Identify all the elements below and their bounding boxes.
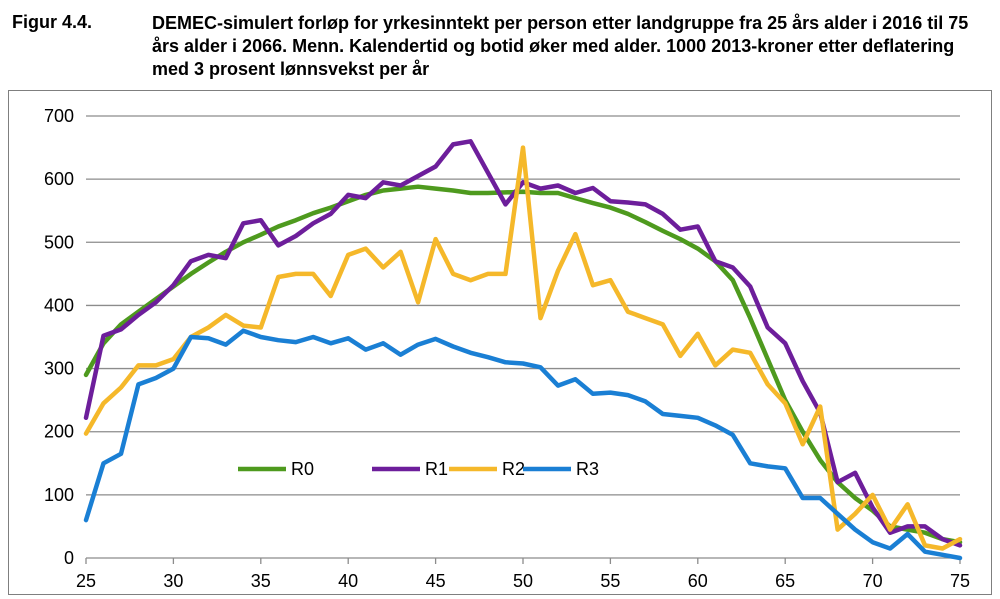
- x-tick-label-55: 55: [600, 571, 620, 591]
- x-tick-label-50: 50: [513, 571, 533, 591]
- chart-frame: 0 100 200 300 400 500 600 700 25 30 35 40 45 50 55 60 65…: [8, 90, 992, 595]
- x-tick-label-40: 40: [338, 571, 358, 591]
- y-tick-label-100: 100: [44, 485, 74, 505]
- legend-label-r2: R2: [502, 459, 525, 479]
- y-tick-label-400: 400: [44, 295, 74, 315]
- y-tick-label-300: 300: [44, 359, 74, 379]
- x-tick-label-35: 35: [251, 571, 271, 591]
- series-line-r3: [83, 328, 963, 561]
- x-tick-label-30: 30: [163, 571, 183, 591]
- x-tick-label-45: 45: [426, 571, 446, 591]
- y-tick-label-200: 200: [44, 422, 74, 442]
- x-tick-label-70: 70: [863, 571, 883, 591]
- figure-label: Figur 4.4.: [12, 12, 93, 32]
- legend-label-r1: R1: [425, 459, 448, 479]
- y-tick-label-600: 600: [44, 169, 74, 189]
- x-tick-label-25: 25: [76, 571, 96, 591]
- series-line-r1: [83, 139, 963, 548]
- x-tick-label-60: 60: [688, 571, 708, 591]
- legend-label-r3: R3: [576, 459, 599, 479]
- series-line-r2: [83, 145, 963, 551]
- figure-title: DEMEC-simulert forløp for yrkesinntekt p…: [152, 13, 969, 79]
- y-tick-label-500: 500: [44, 232, 74, 252]
- y-tick-label-0: 0: [64, 548, 74, 568]
- y-tick-label-700: 700: [44, 106, 74, 126]
- figure-caption: Figur 4.4. DEMEC-simulert forløp for yrk…: [0, 0, 1000, 90]
- x-tick-label-75: 75: [950, 571, 970, 591]
- line-chart: 0 100 200 300 400 500 600 700 25 30 35 40 45 50 55 60 65…: [44, 106, 970, 591]
- legend-label-r0: R0: [291, 459, 314, 479]
- x-tick-label-65: 65: [775, 571, 795, 591]
